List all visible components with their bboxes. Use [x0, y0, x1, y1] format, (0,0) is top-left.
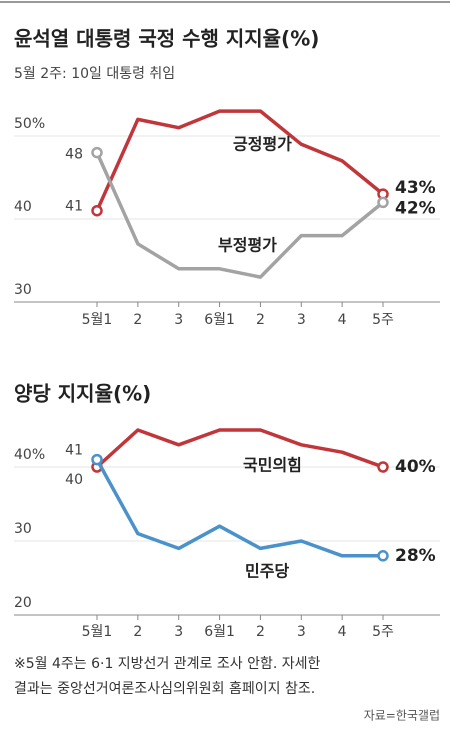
end-marker	[377, 196, 389, 209]
end-marker	[91, 453, 103, 466]
start-label: 41	[65, 199, 83, 215]
start-label: 40	[65, 472, 83, 488]
end-label: 43%	[395, 178, 436, 198]
x-tick-label: 2	[256, 312, 265, 328]
start-label: 48	[65, 147, 83, 163]
y-tick-label: 20	[14, 595, 32, 611]
x-tick-label: 2	[256, 624, 265, 640]
x-tick-label: 3	[174, 624, 183, 640]
x-tick-label: 3	[297, 312, 306, 328]
footnote: ※5월 4주는 6·1 지방선거 관계로 조사 안함. 자세한	[14, 656, 320, 672]
start-label: 41	[65, 443, 83, 459]
chart-subtitle: 5월 2주: 10일 대통령 취임	[14, 66, 175, 82]
end-marker	[377, 461, 389, 473]
source: 자료=한국갤럽	[364, 709, 440, 723]
series-name: 국민의힘	[243, 456, 302, 475]
chart-title: 양당 지지율(%)	[14, 382, 151, 406]
footnote: 결과는 중앙선거여론조사심의위원회 홈페이지 참조.	[14, 681, 315, 697]
end-label: 40%	[395, 457, 436, 477]
x-tick-label: 4	[338, 624, 347, 640]
series-line	[95, 458, 383, 558]
x-tick-label: 3	[174, 312, 183, 328]
series-name: 긍정평가	[233, 135, 292, 154]
series-name: 부정평가	[218, 236, 277, 255]
chart-title: 윤석열 대통령 국정 수행 지지율(%)	[14, 27, 319, 51]
y-tick-label: 30	[14, 521, 32, 537]
x-tick-label: 5주	[372, 624, 394, 640]
x-tick-label: 2	[133, 624, 142, 640]
y-tick-label: 40	[14, 199, 32, 215]
end-label: 42%	[395, 198, 436, 218]
series-line	[95, 109, 385, 212]
y-tick-label: 50%	[14, 116, 45, 132]
x-tick-label: 6월1	[204, 312, 235, 328]
x-tick-label: 5월1	[82, 312, 113, 328]
y-tick-label: 40%	[14, 447, 45, 463]
end-marker	[91, 146, 103, 159]
series-line	[95, 428, 384, 469]
y-tick-label: 30	[14, 282, 32, 298]
x-tick-label: 4	[338, 312, 347, 328]
x-tick-label: 5월1	[82, 624, 113, 640]
end-label: 28%	[395, 546, 436, 566]
series-name: 민주당	[245, 562, 289, 581]
x-tick-label: 3	[297, 624, 306, 640]
x-tick-label: 5주	[372, 312, 394, 328]
end-marker	[91, 204, 103, 217]
end-marker	[377, 550, 389, 562]
series-line	[95, 151, 385, 279]
x-tick-label: 6월1	[204, 624, 235, 640]
x-tick-label: 2	[133, 312, 142, 328]
